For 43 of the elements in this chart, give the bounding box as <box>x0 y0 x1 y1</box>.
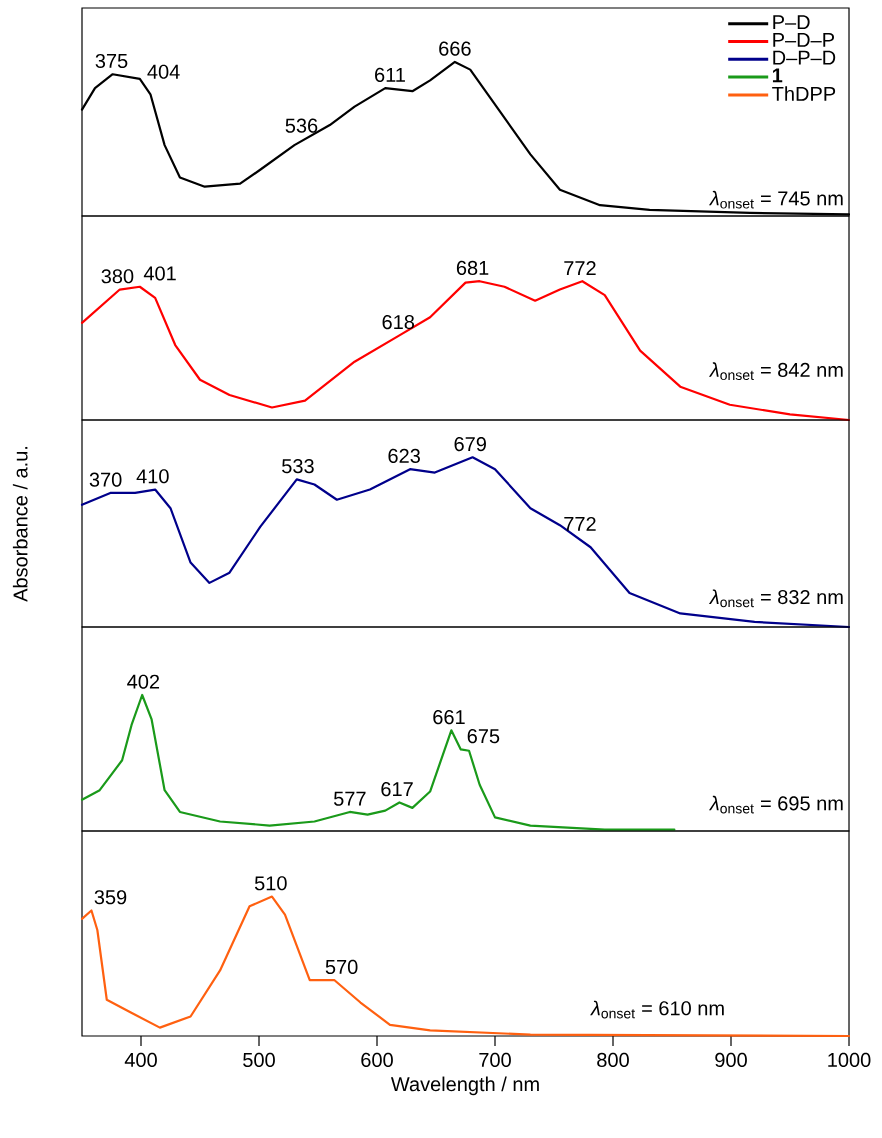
annotation: 401 <box>143 266 176 281</box>
annotation: λ$_{onset}$ = 745 nm <box>708 190 843 209</box>
annotation: 359 <box>94 890 127 905</box>
annotation: λ$_{onset}$ = 842 nm <box>708 362 843 381</box>
annotation: 533 <box>282 459 314 474</box>
x-tick-label: 700 <box>479 1052 511 1068</box>
annotation: 577 <box>333 791 366 806</box>
annotation: 402 <box>127 674 160 689</box>
x-tick-label: 600 <box>361 1052 393 1068</box>
annotation: 404 <box>147 64 180 79</box>
x-axis-title: Wavelength / nm <box>390 1076 539 1096</box>
annotation: 380 <box>101 269 134 284</box>
annotation: 675 <box>467 729 500 744</box>
annotation: 618 <box>382 314 415 330</box>
y-axis-title: Absorbance / a.u. <box>12 446 28 602</box>
annotation: λ$_{onset}$ = 695 nm <box>708 795 843 814</box>
annotation: 510 <box>254 876 287 891</box>
x-tick-label: 500 <box>243 1052 275 1068</box>
annotation: 679 <box>454 436 486 452</box>
annotation: 772 <box>564 261 596 276</box>
text: D–P–D <box>773 50 836 65</box>
annotation: 666 <box>439 41 471 56</box>
text: P–D–P <box>773 33 834 47</box>
legend-label: P–D <box>773 15 810 30</box>
x-tick-label: 800 <box>597 1052 629 1068</box>
x-tick-label: 400 <box>124 1052 157 1068</box>
annotation: λ$_{onset}$ = 832 nm <box>708 589 843 608</box>
annotation: 611 <box>375 67 405 82</box>
annotation: 681 <box>456 260 489 276</box>
text: 1 <box>772 68 783 83</box>
annotation: 617 <box>381 782 413 797</box>
x-tick-label: 900 <box>715 1052 747 1068</box>
annotation: 370 <box>89 472 122 487</box>
text: ThDPP <box>772 86 836 101</box>
annotation: 536 <box>285 118 318 133</box>
annotation: λ$_{onset}$ = 610 nm <box>590 1000 724 1019</box>
annotation: 375 <box>95 53 128 69</box>
annotation: 772 <box>564 516 596 531</box>
annotation: 661 <box>433 709 465 725</box>
annotation: 623 <box>388 448 420 464</box>
annotation: 410 <box>136 469 169 484</box>
annotation: 570 <box>325 959 358 975</box>
x-tick-label: 1000 <box>828 1052 871 1068</box>
